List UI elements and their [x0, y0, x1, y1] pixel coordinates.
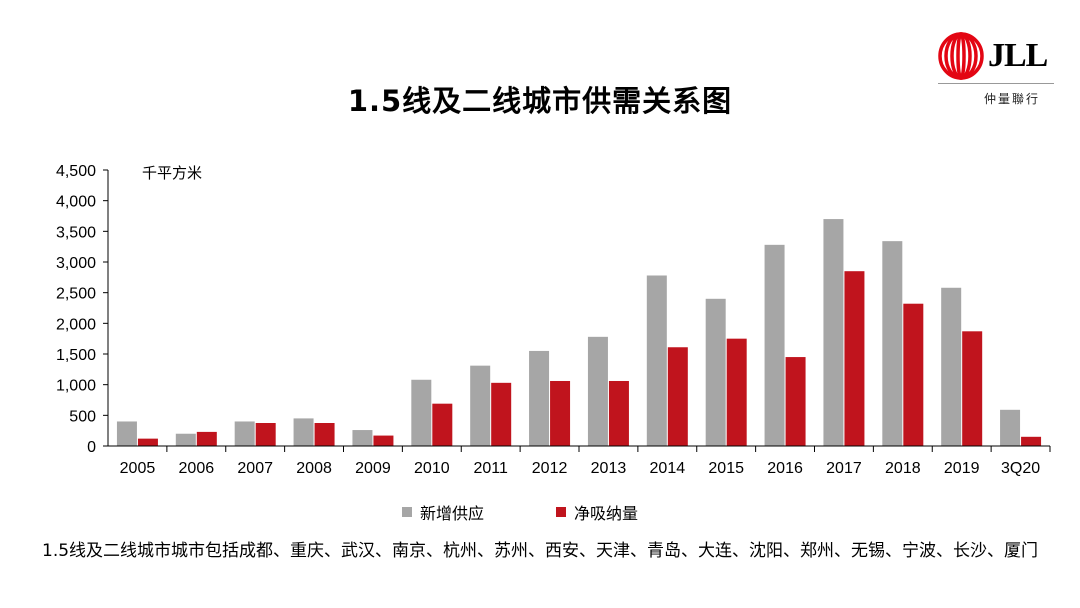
y-tick-label: 3,000	[56, 255, 96, 272]
y-tick-label: 0	[87, 439, 96, 456]
y-tick-label: 2,500	[56, 286, 96, 303]
x-tick-label: 2005	[120, 460, 156, 477]
bar-absorption	[903, 303, 924, 446]
jll-logo-mark-icon	[938, 32, 984, 80]
x-tick-label: 2019	[944, 460, 980, 477]
bar-supply	[411, 379, 432, 446]
legend-item-supply: 新增供应	[402, 500, 484, 524]
footnote: 1.5线及二线城市城市包括成都、重庆、武汉、南京、杭州、苏州、西安、天津、青岛、…	[42, 541, 1039, 561]
jll-logo-subtitle: 仲量聯行	[984, 92, 1041, 106]
bar-supply	[116, 421, 137, 446]
x-tick-label: 2014	[650, 460, 686, 477]
bar-supply	[175, 433, 196, 446]
bar-chart: 0 500 1,000 1,500 2,000 2,500 3,000 3,500 4,000 4…	[56, 163, 1051, 477]
x-tick-label: 2011	[473, 460, 508, 477]
bar-supply	[705, 298, 726, 446]
bar-absorption	[373, 435, 394, 446]
bar-supply	[234, 421, 255, 446]
bar-absorption	[550, 380, 571, 446]
bar-absorption	[962, 331, 983, 446]
x-tick-label: 3Q20	[1001, 460, 1040, 477]
y-tick-label: 4,500	[56, 163, 96, 180]
y-tick-label: 3,500	[56, 224, 96, 241]
bar-absorption	[726, 338, 747, 446]
bar-supply	[823, 219, 844, 446]
bar-supply	[470, 365, 491, 446]
bar-absorption	[491, 382, 512, 446]
x-tick-label: 2016	[767, 460, 803, 477]
bar-absorption	[196, 431, 217, 446]
x-tick-label: 2017	[826, 460, 862, 477]
y-tick-label: 1,000	[56, 378, 96, 395]
bar-absorption	[314, 423, 335, 446]
legend-swatch-absorption	[556, 507, 566, 517]
bar-supply	[529, 350, 550, 446]
bar-absorption	[255, 423, 276, 446]
x-tick-label: 2007	[237, 460, 273, 477]
bar-absorption	[844, 271, 865, 446]
x-tick-label: 2006	[179, 460, 215, 477]
legend-item-absorption: 净吸纳量	[556, 500, 638, 524]
bar-supply	[1000, 409, 1021, 446]
bar-absorption	[137, 438, 158, 446]
x-tick-label: 2010	[414, 460, 450, 477]
bar-absorption	[1021, 436, 1042, 446]
bar-supply	[352, 430, 373, 446]
bar-absorption	[667, 347, 688, 446]
bar-absorption	[785, 357, 806, 446]
jll-logo-wordmark: JLL	[988, 37, 1048, 74]
jll-logo: JLL 仲量聯行	[938, 32, 1058, 107]
bar-supply	[293, 418, 314, 446]
chart-title: 1.5线及二线城市供需关系图	[347, 84, 733, 118]
x-tick-label: 2012	[532, 460, 568, 477]
bar-supply	[764, 244, 785, 446]
legend-label-supply: 新增供应	[420, 504, 485, 523]
x-tick-label: 2009	[355, 460, 391, 477]
x-tick-label: 2008	[296, 460, 332, 477]
bar-absorption	[608, 380, 629, 446]
x-tick-label: 2015	[708, 460, 744, 477]
bar-supply	[646, 275, 667, 446]
legend-label-absorption: 净吸纳量	[574, 504, 639, 523]
x-tick-label: 2018	[885, 460, 921, 477]
logo-divider	[938, 83, 1054, 84]
y-tick-label: 1,500	[56, 347, 96, 364]
legend-swatch-supply	[402, 507, 412, 517]
y-unit-label: 千平方米	[142, 164, 202, 182]
y-tick-label: 2,000	[56, 316, 96, 333]
bar-supply	[882, 241, 903, 446]
bar-supply	[587, 336, 608, 446]
bar-supply	[941, 287, 962, 446]
y-tick-label: 500	[69, 408, 96, 425]
x-tick-label: 2013	[591, 460, 627, 477]
bar-absorption	[432, 403, 453, 446]
chart-legend: 新增供应 净吸纳量	[0, 500, 1080, 524]
y-tick-label: 4,000	[56, 194, 96, 211]
